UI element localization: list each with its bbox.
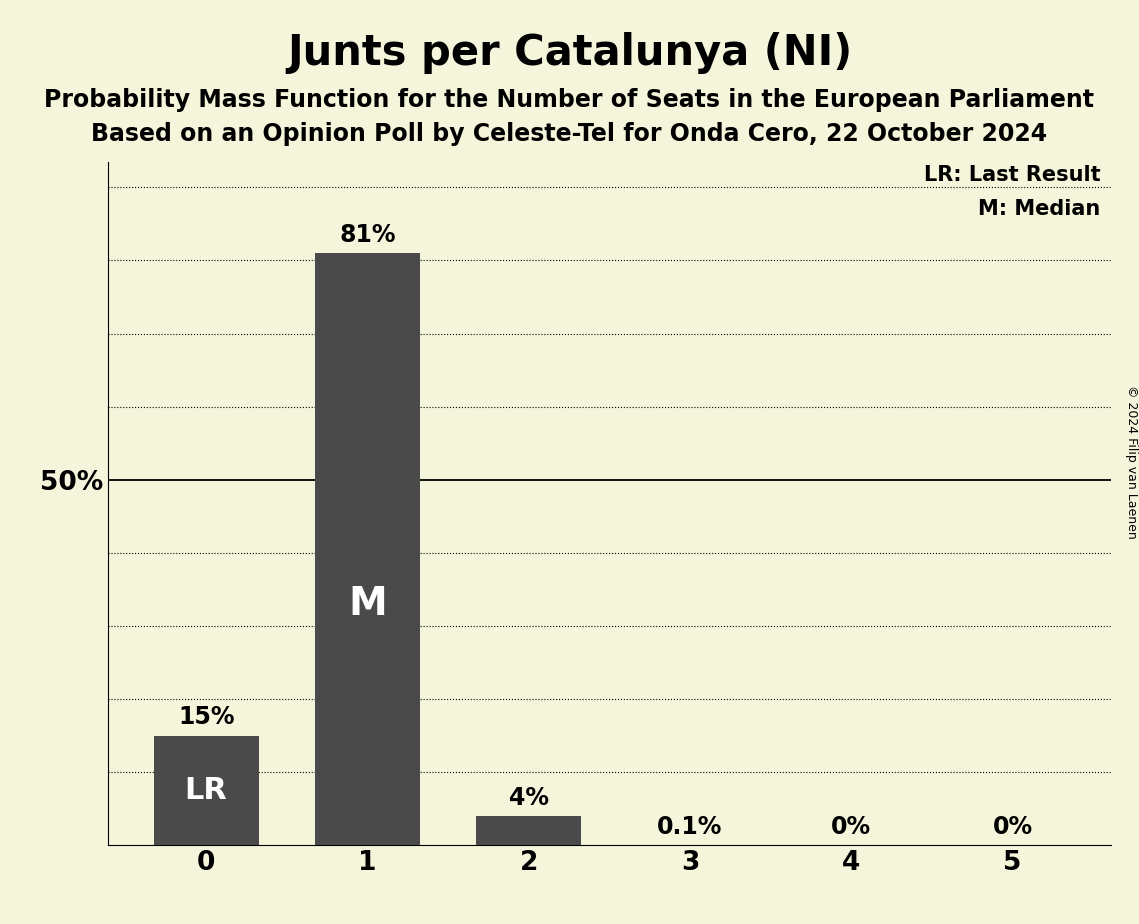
Text: 15%: 15% [178,705,235,729]
Text: Probability Mass Function for the Number of Seats in the European Parliament: Probability Mass Function for the Number… [44,88,1095,112]
Bar [316,253,420,845]
Text: © 2024 Filip van Laenen: © 2024 Filip van Laenen [1124,385,1138,539]
Text: Based on an Opinion Poll by Celeste-Tel for Onda Cero, 22 October 2024: Based on an Opinion Poll by Celeste-Tel … [91,122,1048,146]
Text: Junts per Catalunya (NI): Junts per Catalunya (NI) [287,32,852,74]
Bar [476,816,581,845]
Text: LR: LR [185,776,228,805]
Text: LR: Last Result: LR: Last Result [924,165,1100,185]
Text: 0.1%: 0.1% [657,815,722,839]
Text: 4%: 4% [509,785,549,809]
Text: M: M [349,585,387,623]
Text: 0%: 0% [992,815,1033,839]
Bar [154,736,259,845]
Text: 81%: 81% [339,223,395,247]
Text: M: Median: M: Median [978,200,1100,219]
Text: 0%: 0% [831,815,871,839]
